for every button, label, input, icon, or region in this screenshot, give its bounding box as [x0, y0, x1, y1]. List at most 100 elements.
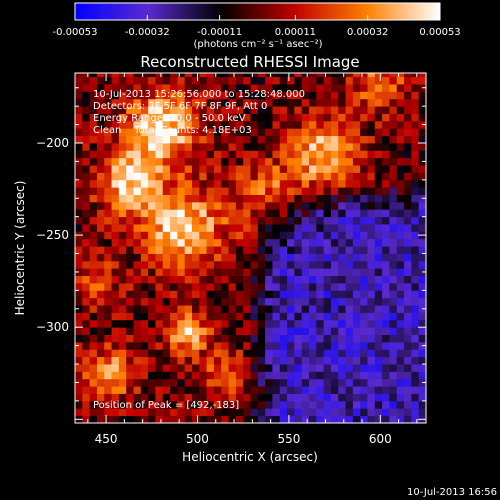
- heatmap-cell: [345, 106, 354, 114]
- heatmap-cell: [243, 400, 251, 409]
- heatmap-cell: [338, 135, 346, 144]
- heatmap-cell: [243, 98, 251, 107]
- heatmap-cell: [382, 113, 390, 122]
- heatmap-cell: [250, 201, 259, 210]
- heatmap-cell: [126, 187, 134, 195]
- heatmap-cell: [148, 268, 156, 277]
- heatmap-cell: [352, 224, 361, 232]
- heatmap-cell: [162, 231, 171, 240]
- heatmap-cell: [272, 275, 281, 284]
- heatmap-cell: [206, 268, 215, 277]
- heatmap-cell: [162, 415, 171, 423]
- heatmap-cell: [316, 216, 325, 225]
- heatmap-cell: [418, 128, 426, 137]
- heatmap-cell: [287, 400, 295, 409]
- heatmap-cell: [352, 312, 361, 321]
- heatmap-cell: [382, 187, 390, 195]
- heatmap-cell: [82, 201, 91, 210]
- heatmap-cell: [382, 194, 390, 203]
- heatmap-cell: [374, 378, 383, 387]
- heatmap-cell: [199, 319, 208, 328]
- heatmap-cell: [338, 165, 346, 173]
- heatmap-cell: [184, 157, 193, 166]
- heatmap-cell: [294, 106, 303, 114]
- heatmap-cell: [316, 290, 325, 299]
- heatmap-cell: [265, 275, 273, 284]
- heatmap-cell: [411, 150, 420, 159]
- heatmap-cell: [148, 364, 156, 372]
- heatmap-cell: [257, 349, 266, 358]
- heatmap-cell: [360, 165, 368, 173]
- heatmap-cell: [111, 312, 120, 321]
- heatmap-cell: [404, 319, 412, 328]
- heatmap-cell: [148, 408, 156, 417]
- heatmap-cell: [287, 128, 295, 137]
- heatmap-cell: [75, 113, 83, 122]
- heatmap-cell: [250, 150, 259, 159]
- heatmap-cell: [382, 327, 390, 335]
- heatmap-cell: [206, 246, 215, 254]
- heatmap-cell: [294, 260, 303, 269]
- heatmap-cell: [367, 73, 376, 78]
- heatmap-cell: [235, 73, 244, 78]
- heatmap-cell: [323, 84, 332, 92]
- heatmap-cell: [301, 84, 310, 92]
- heatmap-cell: [374, 231, 383, 240]
- heatmap-cell: [360, 216, 368, 225]
- heatmap-cell: [265, 76, 273, 85]
- heatmap-cell: [140, 400, 149, 409]
- heatmap-cell: [192, 194, 200, 203]
- heatmap-cell: [228, 238, 237, 247]
- heatmap-cell: [374, 283, 383, 291]
- heatmap-cell: [352, 165, 361, 173]
- heatmap-cell: [228, 408, 237, 417]
- heatmap-cell: [111, 393, 120, 402]
- heatmap-cell: [301, 260, 310, 269]
- heatmap-cell: [75, 253, 83, 262]
- heatmap-cell: [82, 76, 91, 85]
- heatmap-cell: [243, 143, 251, 151]
- heatmap-cell: [323, 73, 332, 78]
- heatmap-cell: [243, 91, 251, 100]
- heatmap-cell: [104, 386, 112, 394]
- heatmap-cell: [360, 172, 368, 181]
- heatmap-cell: [243, 356, 251, 365]
- heatmap-cell: [170, 135, 178, 144]
- heatmap-cell: [140, 150, 149, 159]
- heatmap-cell: [155, 209, 164, 218]
- heatmap-cell: [279, 120, 288, 129]
- heatmap-cell: [206, 91, 215, 100]
- heatmap-cell: [352, 253, 361, 262]
- heatmap-cell: [89, 260, 98, 269]
- heatmap-cell: [404, 238, 412, 247]
- heatmap-cell: [199, 231, 208, 240]
- heatmap-cell: [367, 172, 376, 181]
- heatmap-cell: [382, 334, 390, 343]
- heatmap-cell: [82, 305, 91, 313]
- heatmap-cell: [82, 334, 91, 343]
- heatmap-cell: [287, 157, 295, 166]
- heatmap-cell: [177, 143, 186, 151]
- heatmap-cell: [192, 312, 200, 321]
- heatmap-cell: [265, 319, 273, 328]
- heatmap-cell: [213, 253, 222, 262]
- heatmap-cell: [330, 319, 339, 328]
- heatmap-cell: [257, 297, 266, 306]
- heatmap-cell: [82, 364, 91, 372]
- heatmap-cell: [360, 91, 368, 100]
- heatmap-cell: [367, 305, 376, 313]
- heatmap-cell: [82, 120, 91, 129]
- heatmap-cell: [96, 84, 105, 92]
- heatmap-cell: [235, 76, 244, 85]
- heatmap-cell: [374, 150, 383, 159]
- heatmap-cell: [96, 76, 105, 85]
- heatmap-cell: [192, 209, 200, 218]
- heatmap-cell: [411, 268, 420, 277]
- heatmap-cell: [257, 172, 266, 181]
- heatmap-cell: [330, 209, 339, 218]
- heatmap-cell: [250, 157, 259, 166]
- heatmap-cell: [118, 113, 127, 122]
- heatmap-cell: [396, 84, 405, 92]
- heatmap-cell: [265, 194, 273, 203]
- heatmap-cell: [418, 290, 426, 299]
